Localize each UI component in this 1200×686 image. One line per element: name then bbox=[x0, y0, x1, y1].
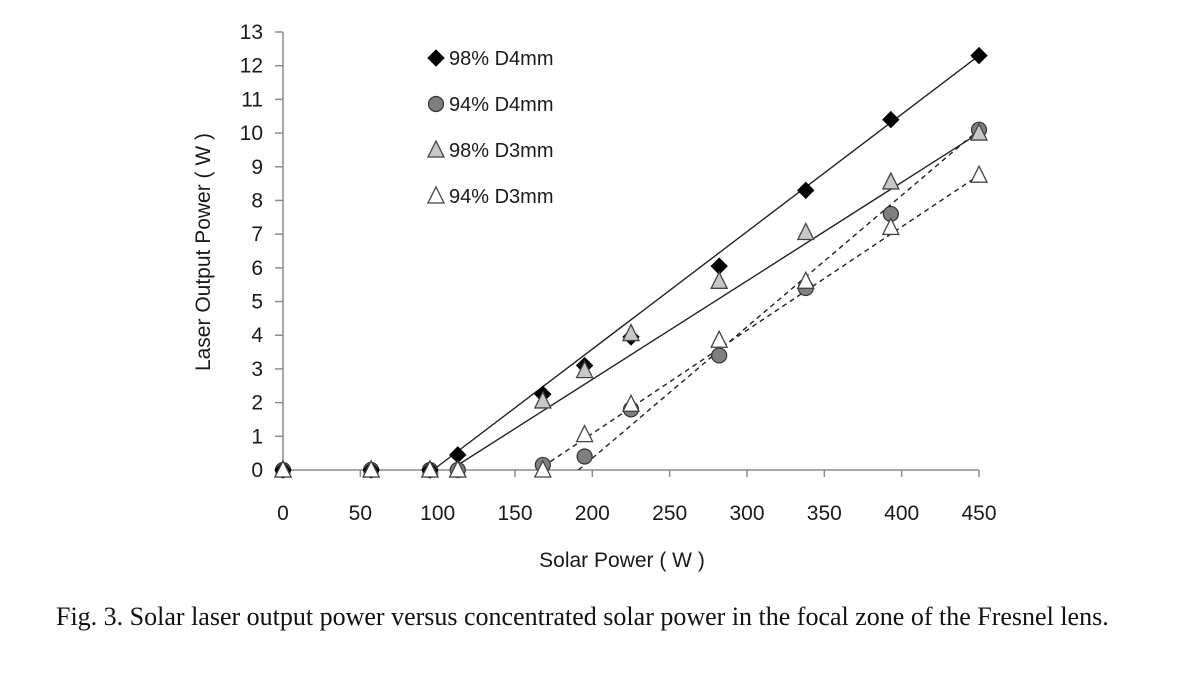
x-tick-label: 100 bbox=[420, 502, 455, 525]
x-tick-label: 300 bbox=[729, 502, 764, 525]
fit-line bbox=[542, 174, 980, 468]
data-point bbox=[710, 329, 729, 348]
data-point bbox=[533, 459, 552, 478]
y-tick-label: 13 bbox=[240, 21, 263, 44]
y-tick-label: 5 bbox=[251, 291, 263, 314]
x-tick-label: 450 bbox=[961, 502, 996, 525]
legend-marker bbox=[426, 185, 446, 204]
y-tick-label: 4 bbox=[251, 324, 263, 347]
legend-label: 94% D4mm bbox=[449, 94, 553, 116]
y-tick-label: 1 bbox=[251, 425, 263, 448]
data-point bbox=[621, 323, 641, 342]
fit-line bbox=[577, 129, 980, 471]
y-axis-title: Laser Output Power ( W ) bbox=[192, 133, 215, 371]
y-tick-label: 6 bbox=[251, 257, 263, 280]
x-tick-label: 350 bbox=[807, 502, 842, 525]
data-point bbox=[362, 459, 381, 478]
y-tick-label: 11 bbox=[241, 88, 263, 111]
data-point bbox=[533, 390, 552, 409]
y-tick-label: 8 bbox=[251, 189, 263, 212]
data-point bbox=[711, 347, 728, 364]
y-tick-label: 7 bbox=[251, 223, 263, 246]
fit-line bbox=[449, 132, 980, 471]
legend-marker bbox=[427, 95, 445, 113]
data-point bbox=[710, 270, 729, 289]
data-point bbox=[881, 216, 900, 236]
data-point bbox=[621, 393, 641, 412]
data-point bbox=[420, 459, 439, 478]
legend-label: 98% D4mm bbox=[449, 48, 553, 70]
x-tick-label: 150 bbox=[497, 502, 532, 525]
data-point bbox=[969, 122, 989, 141]
x-axis-title: Solar Power ( W ) bbox=[539, 549, 705, 572]
y-tick-label: 0 bbox=[251, 459, 263, 482]
x-tick-label: 400 bbox=[884, 502, 919, 525]
legend-marker bbox=[426, 139, 446, 158]
data-point bbox=[970, 46, 988, 65]
data-markers bbox=[273, 46, 989, 479]
x-tick-label: 200 bbox=[575, 502, 610, 525]
x-tick-label: 250 bbox=[652, 502, 687, 525]
legend-label: 94% D3mm bbox=[449, 186, 553, 208]
y-tick-label: 10 bbox=[240, 122, 263, 145]
data-point bbox=[273, 459, 293, 478]
x-tick-label: 50 bbox=[349, 502, 372, 525]
data-point bbox=[796, 270, 815, 289]
data-point bbox=[575, 424, 594, 443]
figure-caption: Fig. 3. Solar laser output power versus … bbox=[56, 602, 1109, 631]
legend: 98% D4mm 94% D4mm 98% D3mm 94% D3mm bbox=[426, 48, 553, 208]
y-tick-label: 2 bbox=[251, 392, 263, 415]
y-tick-label: 9 bbox=[251, 156, 263, 179]
data-point bbox=[576, 448, 593, 465]
data-point bbox=[969, 164, 989, 183]
data-point bbox=[882, 110, 900, 129]
data-point bbox=[797, 181, 815, 200]
y-tick-label: 3 bbox=[251, 358, 263, 381]
data-point bbox=[881, 171, 900, 190]
x-tick-label: 0 bbox=[277, 502, 289, 525]
legend-label: 98% D3mm bbox=[449, 140, 553, 162]
data-point bbox=[448, 459, 467, 478]
legend-marker bbox=[427, 49, 445, 67]
y-tick-label: 12 bbox=[240, 55, 263, 78]
data-point bbox=[575, 360, 594, 379]
data-point bbox=[796, 222, 815, 241]
